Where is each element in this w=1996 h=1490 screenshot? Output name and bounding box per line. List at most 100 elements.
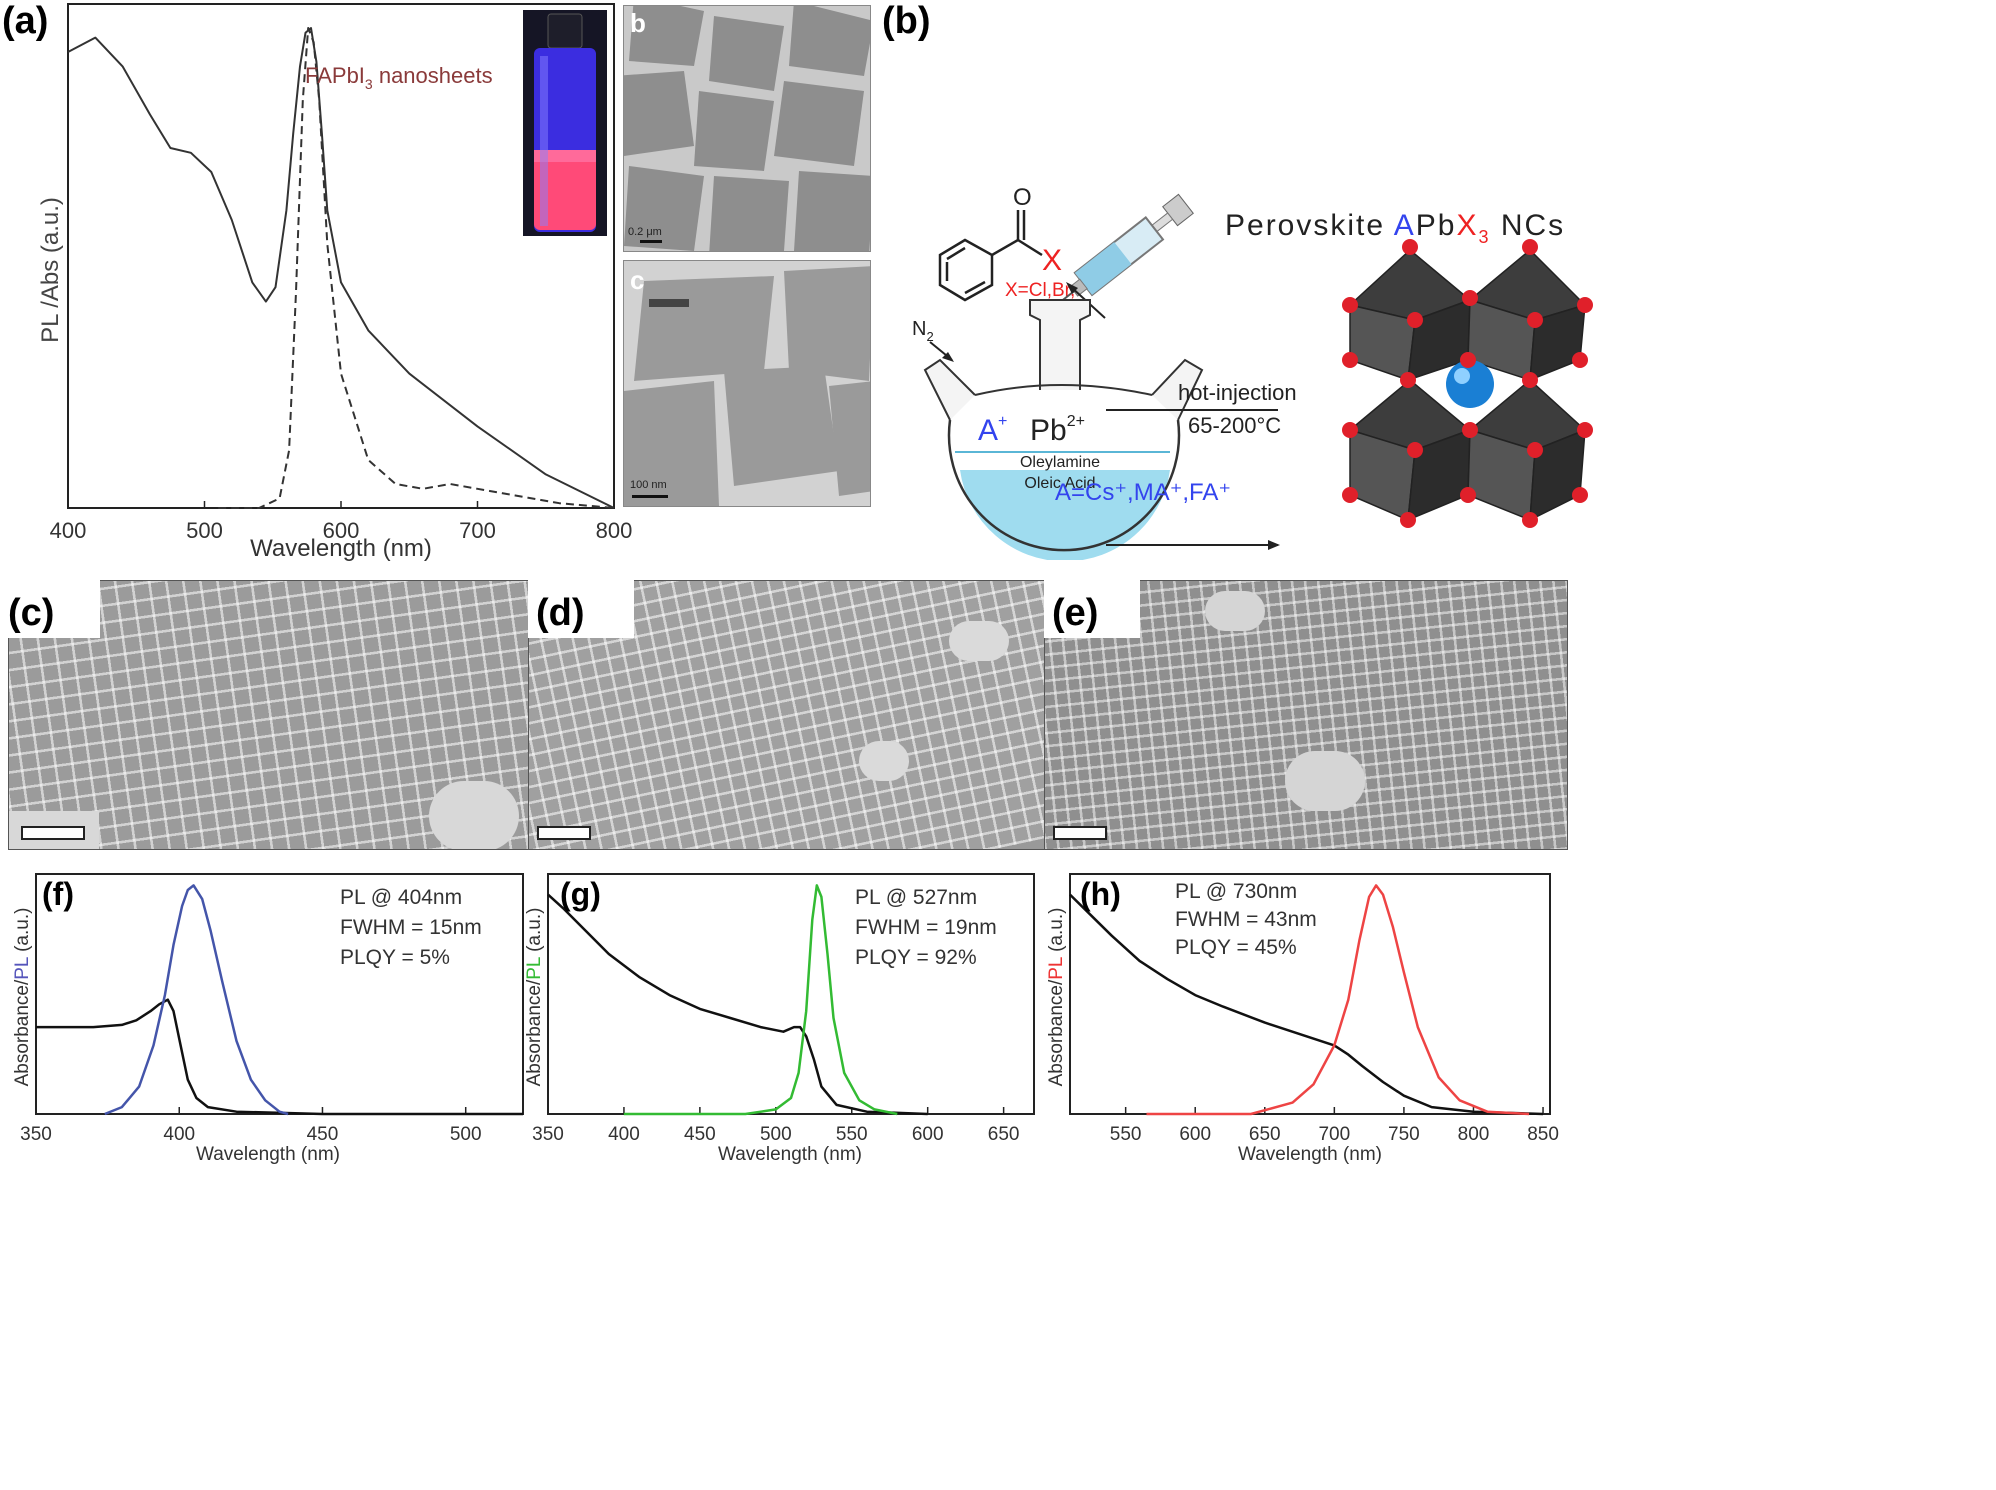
panel-f-plqy: PLQY = 5% bbox=[340, 946, 450, 969]
scalebar-b bbox=[640, 240, 662, 243]
series-line-solid bbox=[67, 27, 615, 509]
solvent-oleic-acid: Oleic Acid bbox=[1024, 475, 1095, 492]
panel-f-xlabel: Wavelength (nm) bbox=[196, 1144, 340, 1165]
x-tick-label: 550 bbox=[836, 1124, 868, 1145]
x-tick-label: 800 bbox=[1458, 1124, 1490, 1145]
vial-photo bbox=[523, 10, 607, 236]
tem-panel-e bbox=[1044, 580, 1568, 850]
panel-h-ylabel: Absorbance/PL (a.u.) bbox=[1046, 908, 1067, 1087]
panel-h-peak: PL @ 730nm bbox=[1175, 880, 1297, 903]
panel-label-b: (b) bbox=[882, 0, 931, 42]
a-ion-label: A+ bbox=[978, 413, 1007, 447]
tem-inset-b: b 0.2 μm bbox=[623, 5, 871, 252]
panel-f-chart: 350 400 450 500 Absorbance/PL (a.u.) Wavele… bbox=[12, 873, 524, 1165]
perovskite-title: Perovskite APbX3 NCs bbox=[1225, 209, 1565, 247]
x-tick-label: 450 bbox=[684, 1124, 716, 1145]
tem-inset-c-label: c bbox=[630, 265, 645, 295]
panel-a-lines bbox=[67, 27, 615, 509]
method-label: hot-injection bbox=[1178, 380, 1297, 405]
halide-label: X bbox=[1042, 244, 1062, 277]
x-tick-label: 700 bbox=[459, 518, 496, 543]
perovskite-crystal-structure bbox=[1342, 239, 1593, 528]
x-tick-label: 500 bbox=[186, 518, 223, 543]
panel-f-fwhm: FWHM = 15nm bbox=[340, 916, 482, 939]
panel-h-fwhm: FWHM = 43nm bbox=[1175, 908, 1317, 931]
x-tick-label: 450 bbox=[307, 1124, 339, 1145]
x-tick-label: 850 bbox=[1527, 1124, 1559, 1145]
x-tick-label: 800 bbox=[596, 518, 633, 543]
tem-inset-b-image bbox=[624, 6, 870, 251]
panel-a-ylabel: PL /Abs (a.u.) bbox=[37, 197, 64, 343]
cation-list: A=Cs⁺,MA⁺,FA⁺ bbox=[1055, 479, 1231, 506]
tem-inset-b-label: b bbox=[630, 8, 646, 38]
series-line-pl bbox=[623, 884, 898, 1116]
series-line-absorbance bbox=[1069, 893, 1544, 1116]
panel-g-chart: 350 400 450 500 550 600 650 Absorbance/PL (a.u… bbox=[524, 873, 1035, 1165]
panel-b-scheme: Perovskite APbX3 NCs O X X=Cl,Br,I N2 A bbox=[912, 184, 1593, 560]
x-tick-label: 750 bbox=[1388, 1124, 1420, 1145]
panel-g-ylabel: Absorbance/PL (a.u.) bbox=[524, 908, 545, 1087]
panel-f-frame bbox=[35, 873, 524, 1115]
panel-h-plqy: PLQY = 45% bbox=[1175, 936, 1297, 959]
panel-g-x-ticks: 350 400 450 500 550 600 650 bbox=[532, 1107, 1019, 1145]
x-tick-label: 650 bbox=[988, 1124, 1020, 1145]
tem-panel-d-void-2 bbox=[859, 741, 909, 781]
x-tick-label: 400 bbox=[608, 1124, 640, 1145]
x-tick-label: 650 bbox=[1249, 1124, 1281, 1145]
tem-inset-c-image bbox=[624, 261, 870, 506]
series-line-pl bbox=[1146, 884, 1530, 1116]
tem-panel-c-void bbox=[429, 781, 519, 849]
spectra-row: 350 400 450 500 Absorbance/PL (a.u.) Wavele… bbox=[12, 873, 1559, 1165]
panel-f-lines bbox=[36, 884, 523, 1116]
panel-label-a: (a) bbox=[2, 0, 49, 42]
label-d-box bbox=[528, 578, 634, 638]
panel-a-chart: 400 500 600 700 800 PL /Abs (a.u.) Wavelengt… bbox=[37, 3, 633, 562]
x-tick-label: 600 bbox=[1179, 1124, 1211, 1145]
panel-f-peak: PL @ 404nm bbox=[340, 886, 462, 909]
panel-h-chart: 550 600 650 700 750 800 850 Absorbance/PL (a.u… bbox=[1046, 873, 1559, 1165]
scalebar-b-label: 0.2 μm bbox=[628, 226, 662, 238]
panel-h-frame bbox=[1069, 873, 1551, 1115]
tem-inset-c: c 100 nm bbox=[623, 260, 871, 507]
panel-g-fwhm: FWHM = 19nm bbox=[855, 916, 997, 939]
series-line-absorbance bbox=[547, 893, 928, 1116]
panel-label-e: (e) bbox=[1052, 592, 1099, 634]
panel-f-x-ticks: 350 400 450 500 bbox=[20, 1107, 482, 1145]
x-tick-label: 400 bbox=[163, 1124, 195, 1145]
series-line-dashed bbox=[218, 27, 615, 509]
panel-h-lines bbox=[1069, 884, 1544, 1116]
x-tick-label: 550 bbox=[1110, 1124, 1142, 1145]
three-neck-flask bbox=[923, 299, 1204, 560]
tem-panel-e-void bbox=[1285, 751, 1365, 811]
panel-a-x-ticks: 400 500 600 700 800 bbox=[50, 501, 633, 543]
label-c-box bbox=[0, 578, 100, 638]
x-tick-label: 350 bbox=[20, 1124, 52, 1145]
oxygen-label: O bbox=[1013, 184, 1032, 211]
panel-a-annotation: FAPbI3 nanosheets bbox=[305, 63, 493, 92]
panel-g-peak: PL @ 527nm bbox=[855, 886, 977, 909]
panel-g-xlabel: Wavelength (nm) bbox=[718, 1144, 862, 1165]
panel-label-f: (f) bbox=[42, 876, 74, 912]
x-tick-label: 600 bbox=[323, 518, 360, 543]
scalebar-e bbox=[1053, 826, 1107, 840]
tem-panel-d-void bbox=[949, 621, 1009, 661]
scalebar-c-panel bbox=[21, 826, 85, 840]
panel-label-d: (d) bbox=[536, 592, 585, 634]
panel-label-g: (g) bbox=[560, 876, 601, 912]
x-tick-label: 700 bbox=[1318, 1124, 1350, 1145]
tem-panel-e-void-2 bbox=[1205, 591, 1265, 631]
temperature-label: 65-200°C bbox=[1188, 413, 1281, 438]
x-tick-label: 400 bbox=[50, 518, 87, 543]
label-e-box bbox=[1044, 578, 1140, 638]
series-line-pl bbox=[104, 884, 289, 1116]
panel-a-xlabel: Wavelength (nm) bbox=[250, 535, 432, 562]
panel-g-frame bbox=[547, 873, 1035, 1115]
panel-label-c: (c) bbox=[8, 592, 55, 634]
panel-h-xlabel: Wavelength (nm) bbox=[1238, 1144, 1382, 1165]
series-line-absorbance bbox=[36, 998, 523, 1116]
pb-ion-label: Pb2+ bbox=[1030, 413, 1085, 447]
halide-options: X=Cl,Br,I bbox=[1005, 280, 1081, 301]
scalebar-c bbox=[632, 495, 668, 498]
benzoyl-halide-structure bbox=[938, 210, 1043, 302]
x-tick-label: 350 bbox=[532, 1124, 564, 1145]
